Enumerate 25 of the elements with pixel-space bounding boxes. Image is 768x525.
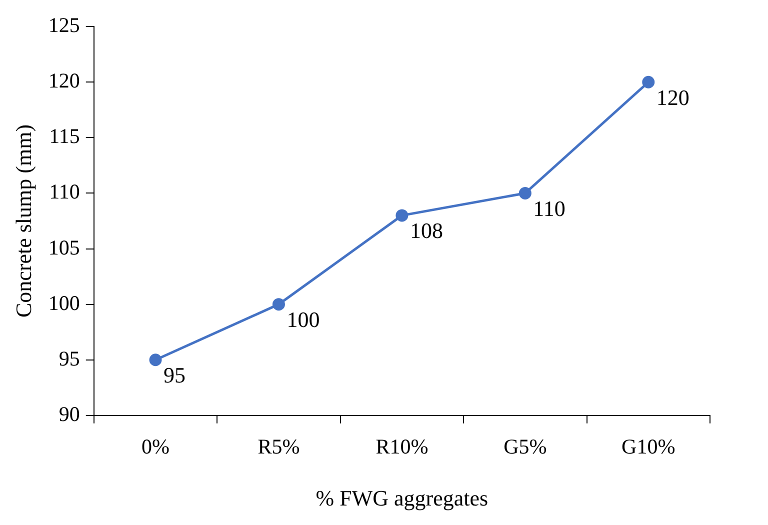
x-tick-label: G10%: [622, 434, 676, 459]
data-label: 108: [410, 218, 443, 244]
x-axis-title: % FWG aggregates: [316, 486, 488, 511]
y-tick-label: 90: [58, 402, 80, 426]
y-tick-label: 100: [48, 290, 80, 315]
y-axis-title: Concrete slump (mm): [10, 124, 36, 318]
point: [149, 354, 162, 366]
y-tick-label: 95: [58, 346, 80, 370]
data-label: 120: [656, 84, 690, 110]
x-tick-label: 0%: [142, 434, 170, 459]
point: [272, 298, 285, 311]
point: [518, 186, 532, 200]
x-tick-label: R5%: [258, 434, 300, 459]
y-tick-label: 125: [48, 13, 80, 38]
point: [642, 76, 655, 88]
point: [396, 209, 408, 222]
data-label: 110: [533, 196, 566, 222]
x-tick-label: G5%: [504, 434, 547, 459]
data-label: 95: [164, 362, 186, 388]
y-tick-label: 105: [48, 235, 80, 260]
data-label: 100: [286, 307, 320, 332]
y-tick-label: 110: [49, 180, 80, 204]
x-tick-label: R10%: [376, 434, 428, 459]
y-tick-label: 115: [49, 124, 80, 148]
y-tick-label: 120: [48, 68, 80, 93]
